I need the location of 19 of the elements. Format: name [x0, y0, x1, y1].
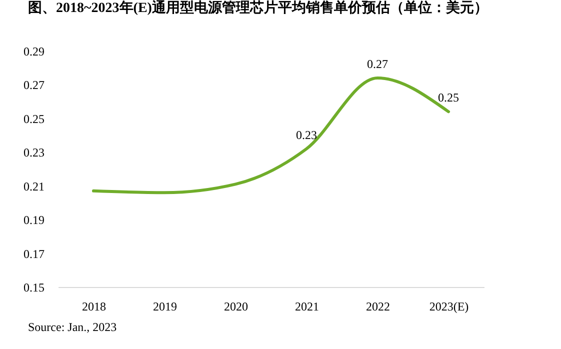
x-tick-label: 2019 [153, 300, 177, 314]
data-label: 0.25 [438, 90, 459, 105]
y-tick-label: 0.29 [24, 44, 44, 58]
chart-title: 图、2018~2023年(E)通用型电源管理芯片平均销售单价预估（单位：美元） [28, 0, 488, 16]
data-label: 0.27 [367, 56, 388, 71]
y-tick-label: 0.27 [24, 78, 44, 92]
y-tick-label: 0.17 [24, 246, 44, 261]
x-tick-label: 2022 [366, 300, 390, 314]
x-tick-label: 2023(E) [429, 300, 469, 314]
x-tick-label: 2018 [82, 300, 106, 314]
y-tick-label: 0.25 [24, 112, 44, 126]
y-tick-label: 0.15 [24, 280, 44, 294]
data-label: 0.23 [296, 128, 317, 142]
y-tick-label: 0.19 [24, 213, 44, 228]
y-tick-label: 0.21 [24, 179, 44, 194]
source-note: Source: Jan., 2023 [28, 320, 117, 334]
y-tick-label: 0.23 [24, 146, 44, 160]
x-tick-label: 2020 [224, 300, 248, 314]
x-tick-label: 2021 [295, 300, 319, 314]
